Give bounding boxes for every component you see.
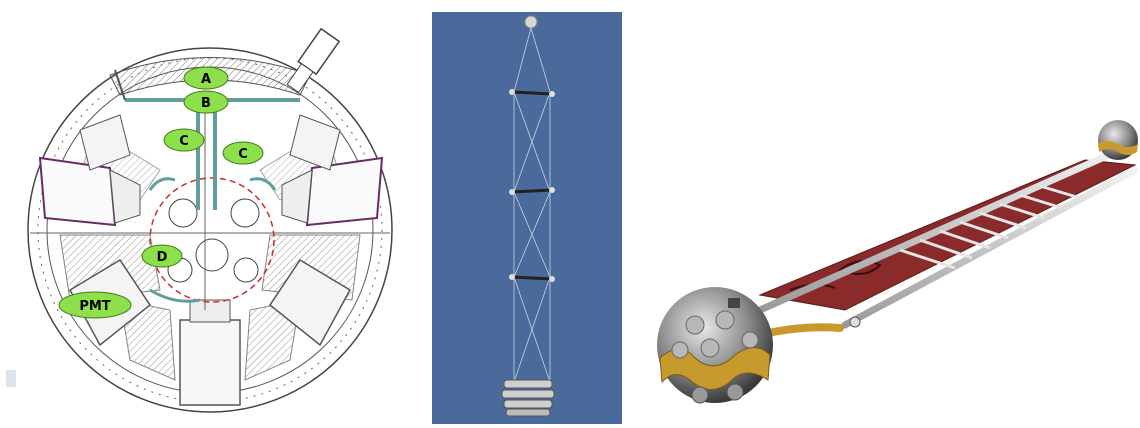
label-c-left-text: C xyxy=(179,134,189,149)
pmt-housing-left-upper xyxy=(38,156,141,227)
top-right-connector xyxy=(286,27,341,94)
optical-module-small xyxy=(1098,120,1138,160)
teal-arc-right xyxy=(249,177,277,191)
label-c-right: C xyxy=(222,141,264,165)
storey-3 xyxy=(509,274,555,282)
anchor-stack xyxy=(501,379,555,417)
pmt-housing-upper-left-top xyxy=(79,114,131,171)
side-marker xyxy=(6,370,16,387)
label-a: A xyxy=(183,66,229,90)
label-pmt-text: PMT xyxy=(79,299,110,314)
rail-back xyxy=(756,146,1124,314)
label-b-text: B xyxy=(201,96,211,111)
cables xyxy=(513,27,551,383)
label-d: D xyxy=(141,244,183,268)
module-connector xyxy=(728,298,740,308)
storey-2 xyxy=(509,187,555,195)
label-a-text: A xyxy=(201,72,211,87)
cross-section-svg: A B C C D PMT xyxy=(27,27,393,413)
bottom-housing xyxy=(179,299,241,406)
storey-render xyxy=(640,100,1140,424)
cross-section-diagram: A B C C D PMT xyxy=(0,0,400,424)
teal-arc-left xyxy=(148,177,176,191)
pmt-housing-upper-right-top xyxy=(289,114,341,171)
central-pmt-3 xyxy=(195,238,229,272)
rail-end-cap xyxy=(849,316,861,328)
teal-arc-bottom xyxy=(149,288,201,303)
hatch-sector-bottom-left xyxy=(119,299,176,381)
outer-circle xyxy=(27,47,393,413)
blue-background xyxy=(432,12,622,424)
top-buoy xyxy=(524,15,538,29)
pmt-housing-right-upper xyxy=(281,156,384,227)
label-d-text: D xyxy=(157,250,168,265)
dashed-circle xyxy=(149,177,275,303)
central-pmt-5 xyxy=(233,257,259,283)
gold-pipe xyxy=(756,323,844,339)
storey-render-svg xyxy=(657,120,1139,404)
detection-line-svg xyxy=(432,12,622,424)
label-b: B xyxy=(183,90,229,114)
central-pmt-1 xyxy=(168,198,198,228)
label-pmt: PMT xyxy=(58,291,132,319)
pmt-housing-right-lower xyxy=(268,258,352,347)
label-c-left: C xyxy=(163,128,205,152)
top-left-post xyxy=(114,69,126,101)
central-pmt-2 xyxy=(230,198,260,228)
storey-1 xyxy=(509,89,555,97)
detection-line-render xyxy=(432,12,622,424)
outer-dotted-ring xyxy=(37,57,383,403)
optical-module-large xyxy=(657,287,773,404)
ladder-rungs xyxy=(899,184,1081,270)
platform-cutout-1 xyxy=(837,260,882,275)
label-c-right-text: C xyxy=(238,147,248,162)
hatch-sector-bottom-right xyxy=(244,299,301,381)
